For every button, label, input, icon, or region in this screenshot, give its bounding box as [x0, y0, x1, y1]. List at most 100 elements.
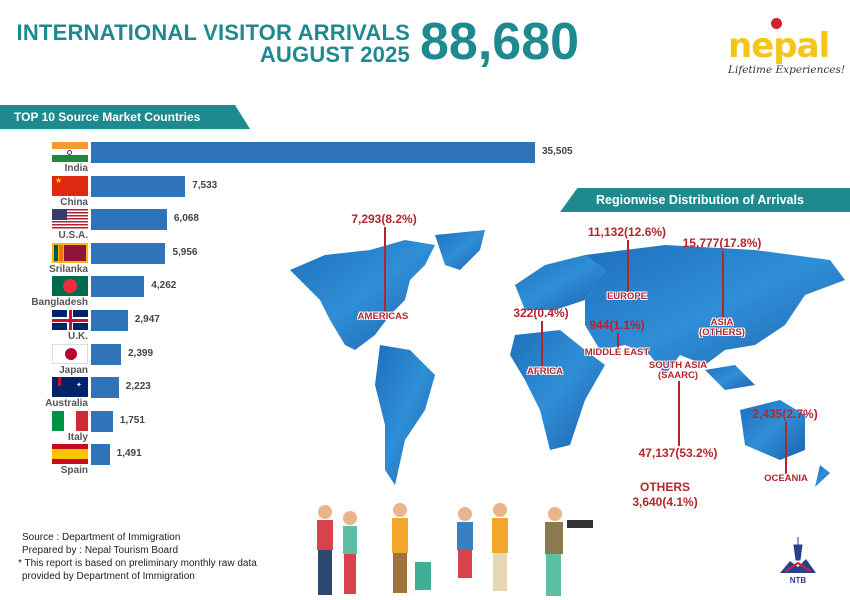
asia-shape [585, 245, 845, 375]
new-zealand-shape [815, 465, 830, 487]
north-america-shape [290, 240, 435, 350]
tourists-illustration [317, 503, 593, 596]
europe-shape [515, 255, 605, 310]
bar-row: Japan 2,399 [0, 343, 600, 378]
region-name: ASIA (OTHERS) [699, 317, 745, 338]
flag-icon [52, 343, 88, 364]
region-leader-line [617, 333, 619, 348]
country-label: Japan [59, 364, 88, 376]
region-value: 7,293(8.2%) [351, 212, 417, 226]
country-label: Bangladesh [31, 297, 88, 309]
region-leader-line [541, 321, 543, 367]
flag-icon [52, 444, 88, 465]
bar-row: U.K. 2,947 [0, 310, 600, 344]
region-name: MIDDLE EAST [584, 347, 650, 358]
region-name: OCEANIA [764, 473, 808, 484]
bar [91, 142, 535, 163]
country-label: Spain [60, 465, 88, 477]
bar-value-label: 1,491 [116, 448, 142, 460]
note-line-2: provided by Department of Immigration [22, 571, 195, 582]
bar-value-label: 5,956 [172, 246, 198, 258]
bar-row: India 35,505 [0, 142, 600, 176]
region-value: 15,777(17.8%) [682, 236, 762, 250]
region-value: 11,132(12.6%) [587, 225, 667, 239]
country-label: Italy [67, 431, 88, 443]
bar [91, 377, 119, 399]
tourist-figures [317, 503, 593, 596]
region-value: 47,137(53.2%) [638, 446, 718, 460]
ntb-text: NTB [790, 576, 807, 585]
source-text: Source : Department of Immigration [22, 532, 181, 543]
bar-value-label: 2,399 [128, 347, 154, 359]
logo-word: nepal [728, 26, 830, 66]
regionwise-banner: Regionwise Distribution of Arrivals [560, 188, 850, 212]
region-leader-line [627, 240, 629, 292]
region-leader-line [678, 381, 680, 446]
bar-value-label: 35,505 [542, 146, 573, 157]
country-label: China [60, 196, 88, 208]
bar-row: ★ China 7,533 [0, 175, 600, 210]
australia-shape [740, 400, 805, 460]
region-leader-line [785, 422, 787, 474]
greenland-shape [435, 230, 485, 270]
flag-icon [52, 142, 88, 162]
region-name: AFRICA [527, 366, 563, 377]
country-label: India [64, 163, 88, 174]
region-name: EUROPE [606, 291, 648, 302]
south-america-shape [375, 345, 435, 485]
region-leader-line [722, 251, 724, 318]
bar [91, 209, 167, 231]
region-name: OTHERS [639, 480, 690, 494]
country-label: Srilanka [49, 263, 88, 275]
bar-value-label: 4,262 [151, 280, 177, 292]
bar-value-label: 1,751 [119, 414, 145, 426]
flag-icon: ✦ [52, 377, 88, 398]
country-label: U.S.A. [58, 230, 88, 242]
bar [91, 444, 110, 466]
bar-value-label: 2,947 [134, 314, 160, 325]
flag-icon [52, 209, 88, 230]
bar-value-label: 6,068 [173, 213, 199, 225]
flag-icon [52, 276, 88, 297]
bar-row: Srilanka 5,956 [0, 242, 600, 277]
region-others: OTHERS 3,640(4.1%) [632, 480, 697, 510]
title-line-1: INTERNATIONAL VISITOR ARRIVALS [16, 20, 410, 45]
total-arrivals: 88,680 [420, 13, 580, 71]
region-value: 3,640(4.1%) [632, 495, 698, 509]
bar-value-label: 2,223 [125, 381, 151, 393]
banner-underline [0, 129, 250, 131]
flag-icon [52, 310, 88, 330]
world-map [290, 230, 845, 487]
bar [91, 175, 186, 197]
bar [91, 276, 145, 298]
title-line-2: AUGUST 2025 [259, 42, 410, 67]
prepared-by-text: Prepared by : Nepal Tourism Board [22, 545, 179, 556]
region-name: SOUTH ASIA (SAARC) [648, 360, 708, 381]
africa-shape [510, 330, 605, 450]
logo-dot [771, 18, 782, 29]
nepal-logo: nepal Lifetime Experiences! [728, 18, 845, 78]
bar [91, 410, 113, 432]
flag-icon: ★ [52, 175, 88, 196]
region-leader-line [384, 227, 386, 312]
bar-value-label: 7,533 [192, 179, 218, 191]
bar [91, 310, 128, 331]
logo-tagline: Lifetime Experiences! [728, 64, 846, 76]
southeast-asia-shape [705, 365, 755, 390]
region-value: 322(0.4%) [513, 306, 569, 320]
country-label: U.K. [68, 331, 88, 342]
top10-banner: TOP 10 Source Market Countries [0, 105, 250, 129]
region-value: 2,435(2.7%) [752, 407, 818, 421]
bar [91, 242, 166, 264]
country-label: Australia [45, 398, 88, 410]
note-line-1: * This report is based on preliminary mo… [18, 558, 257, 569]
bar [91, 343, 121, 365]
bar-row: ✦ Australia 2,223 [0, 377, 600, 411]
bar-row: Spain 1,491 [0, 444, 600, 478]
region-name: AMERICAS [357, 311, 409, 322]
flag-icon [52, 242, 88, 263]
bar-row: Bangladesh 4,262 [0, 276, 600, 310]
region-value: 944(1.1%) [589, 318, 645, 332]
ntb-logo: NTB [780, 537, 816, 585]
bar-row: U.S.A. 6,068 [0, 209, 600, 243]
